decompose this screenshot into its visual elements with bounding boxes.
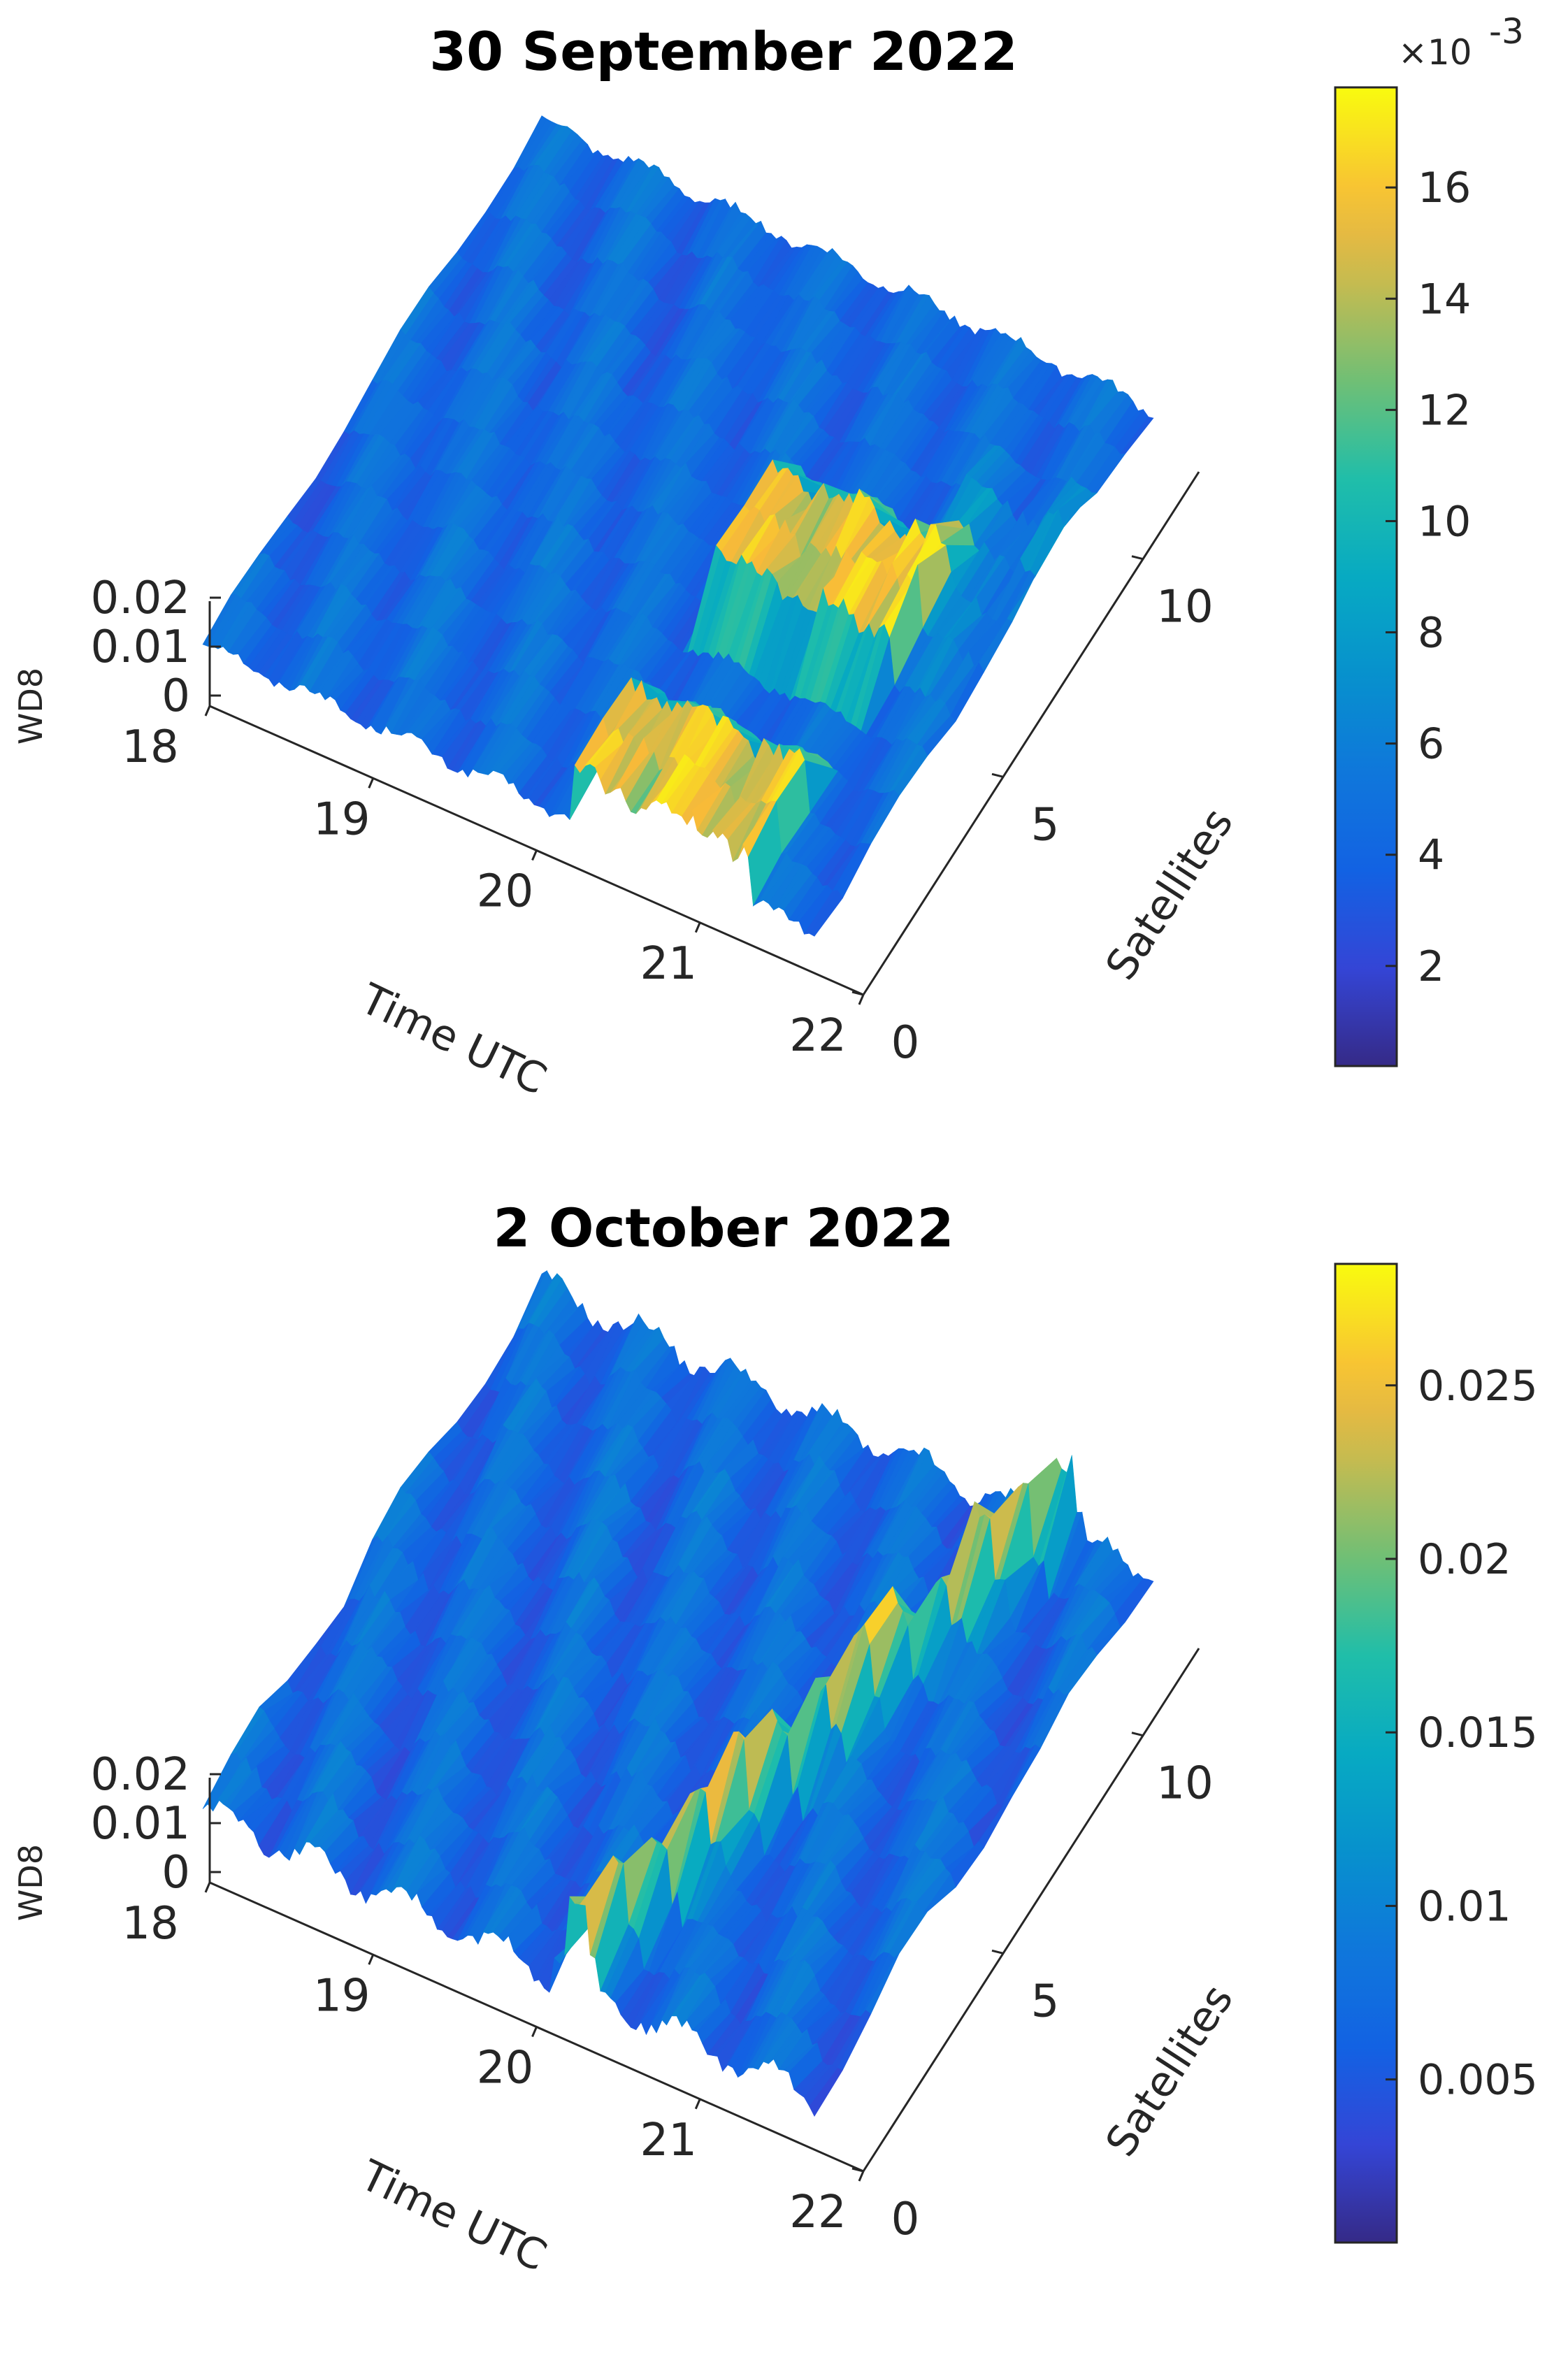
x-tick-label: 18 bbox=[122, 1898, 178, 1950]
colorbar bbox=[1334, 1262, 1398, 2244]
y-axis-line bbox=[862, 1648, 1200, 2172]
colorbar-tick-label: 0.025 bbox=[1418, 1362, 1538, 1411]
colorbar-tick-label: 6 bbox=[1418, 720, 1444, 769]
colorbar-tick-label: 16 bbox=[1418, 164, 1471, 213]
colorbar-tick-label: 4 bbox=[1418, 831, 1444, 880]
z-axis-label: WD8 bbox=[12, 1844, 50, 1921]
colorbar-tick-label: 10 bbox=[1418, 497, 1471, 546]
x-tick-label: 19 bbox=[313, 1970, 370, 2022]
y-tick-label: 0 bbox=[891, 1017, 920, 1069]
colorbar bbox=[1334, 86, 1398, 1067]
z-tick-label: 0 bbox=[161, 1847, 190, 1899]
colorbar-tick-label: 2 bbox=[1418, 942, 1444, 991]
surface-patch bbox=[809, 890, 843, 937]
y-tick-label: 0 bbox=[891, 2194, 920, 2245]
z-tick-label: 0.01 bbox=[91, 621, 191, 673]
chart-title: 30 September 2022 bbox=[429, 20, 1017, 82]
surface-patch bbox=[809, 2068, 843, 2117]
chart-panel-1: 30 September 2022 18 19 20 21 22 0 5 10 0 0.01 0.02… bbox=[0, 0, 1568, 1176]
surface-mesh bbox=[202, 115, 1154, 937]
chart-title: 2 October 2022 bbox=[494, 1197, 954, 1259]
x-tick-mark bbox=[531, 2026, 538, 2038]
y-tick-mark bbox=[991, 772, 1004, 778]
colorbar-multiplier: ×10 bbox=[1398, 32, 1472, 73]
z-tick-label: 0.02 bbox=[91, 1749, 191, 1801]
surface-mesh bbox=[202, 1270, 1154, 2117]
x-tick-label: 20 bbox=[477, 2043, 533, 2094]
x-tick-mark bbox=[858, 994, 865, 1005]
y-axis-label: Satellites bbox=[1096, 800, 1243, 988]
x-tick-mark bbox=[858, 2171, 865, 2182]
y-tick-mark bbox=[1131, 555, 1144, 561]
colorbar-tick-label: 14 bbox=[1418, 275, 1471, 324]
y-axis-label: Satellites bbox=[1096, 1976, 1243, 2165]
x-tick-label: 19 bbox=[313, 793, 370, 845]
colorbar-tick-label: 0.02 bbox=[1418, 1535, 1511, 1584]
colorbar-tick-label: 0.015 bbox=[1418, 1708, 1538, 1757]
x-axis-label: Time UTC bbox=[352, 2150, 554, 2281]
z-axis-label: WD8 bbox=[12, 668, 50, 744]
x-axis-label: Time UTC bbox=[352, 974, 554, 1104]
x-tick-label: 22 bbox=[789, 1010, 846, 1062]
x-tick-mark bbox=[368, 777, 375, 789]
x-tick-mark bbox=[204, 1882, 211, 1893]
colorbar-tick-label: 0.01 bbox=[1418, 1882, 1511, 1931]
x-tick-mark bbox=[694, 922, 701, 933]
y-tick-mark bbox=[851, 2167, 864, 2173]
x-tick-label: 21 bbox=[640, 938, 697, 990]
x-tick-label: 18 bbox=[122, 721, 178, 773]
y-tick-mark bbox=[991, 1949, 1004, 1955]
x-tick-mark bbox=[204, 705, 211, 717]
colorbar-tick-label: 0.005 bbox=[1418, 2056, 1538, 2105]
y-tick-label: 5 bbox=[1031, 1976, 1060, 2027]
x-tick-mark bbox=[531, 849, 538, 861]
x-tick-mark bbox=[368, 1954, 375, 1965]
z-tick-label: 0 bbox=[161, 670, 190, 722]
y-tick-mark bbox=[1131, 1732, 1144, 1737]
y-tick-label: 5 bbox=[1031, 799, 1060, 851]
x-tick-label: 21 bbox=[640, 2115, 697, 2166]
z-tick-label: 0.01 bbox=[91, 1798, 191, 1850]
colorbar-tick-label: 12 bbox=[1418, 386, 1471, 435]
z-tick-label: 0.02 bbox=[91, 573, 191, 624]
y-tick-mark bbox=[851, 991, 864, 996]
x-tick-label: 20 bbox=[477, 866, 533, 918]
colorbar-exponent: -3 bbox=[1489, 11, 1524, 52]
colorbar-tick-label: 8 bbox=[1418, 609, 1444, 658]
y-tick-label: 10 bbox=[1156, 582, 1213, 633]
x-tick-label: 22 bbox=[789, 2187, 846, 2238]
chart-panel-2: 2 October 2022 18 19 20 21 22 0 5 10 0 0.01 0.02 Tim… bbox=[0, 1176, 1568, 2353]
y-tick-label: 10 bbox=[1156, 1758, 1213, 1810]
x-tick-mark bbox=[694, 2099, 701, 2110]
